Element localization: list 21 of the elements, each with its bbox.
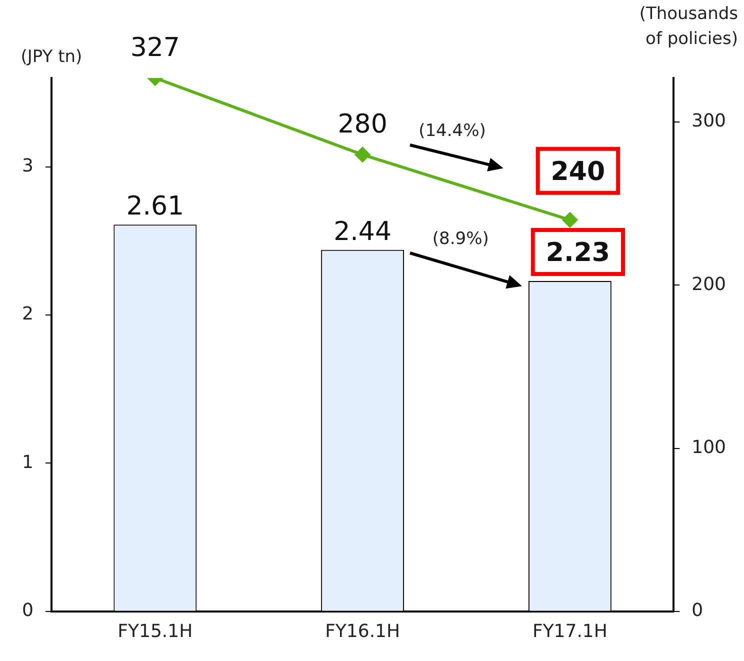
data-label: 327: [130, 33, 180, 63]
y-tick-label: 1: [22, 452, 34, 473]
y2-tick-label: 0: [692, 600, 704, 622]
y-tick-label: 0: [22, 600, 34, 622]
y2-tick-label: 200: [692, 274, 726, 295]
data-label: 280: [338, 110, 388, 140]
y2-tick-label: 100: [692, 436, 726, 458]
y2-axis-title: (Thousands of policies): [639, 4, 738, 49]
data-label: 2.44: [334, 216, 392, 247]
annotation: (14.4%): [418, 120, 486, 141]
data-label: 2.61: [126, 192, 184, 222]
x-tick-label: FY17.1H: [532, 620, 608, 642]
x-tick-label: FY16.1H: [325, 620, 400, 642]
y2-tick-label: 300: [692, 110, 726, 132]
x-tick-label: FY15.1H: [118, 620, 193, 642]
data-label: 2.23: [546, 238, 610, 268]
y-axis-title: (JPY tn): [20, 47, 82, 67]
y-tick-label: 3: [22, 156, 34, 177]
data-label: 240: [550, 156, 606, 187]
y-tick-label: 2: [22, 304, 34, 325]
annotation: (8.9%): [432, 228, 489, 249]
